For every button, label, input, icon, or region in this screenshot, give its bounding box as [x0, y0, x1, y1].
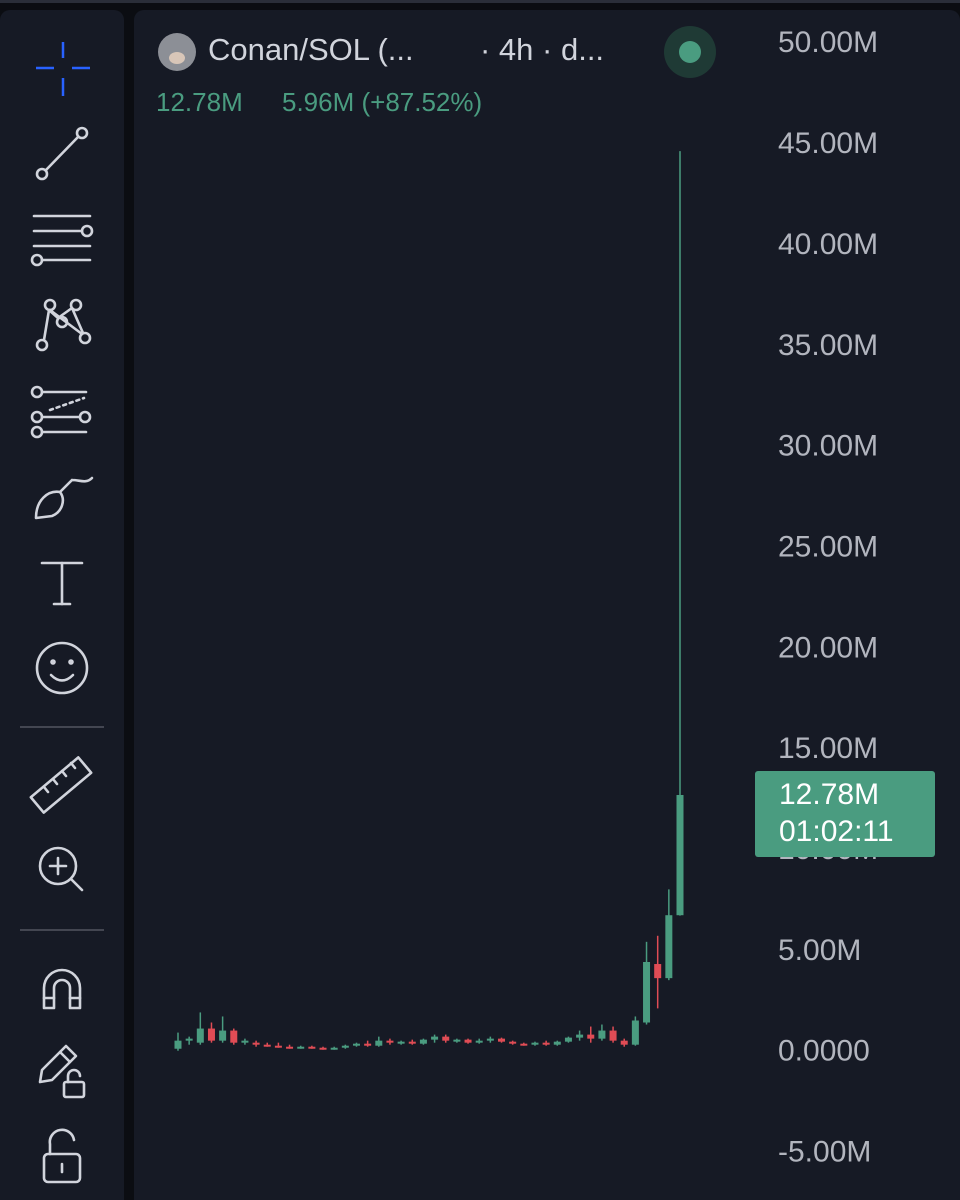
candle-body	[475, 1040, 483, 1043]
lock-drawings-tool[interactable]	[38, 1044, 86, 1099]
candle-body	[352, 1043, 360, 1046]
interval-label[interactable]: · 4h · d...	[480, 32, 604, 67]
candle-body	[553, 1041, 561, 1045]
candle-body	[453, 1039, 461, 1042]
y-tick-label: 35.00M	[778, 329, 878, 362]
candle-body	[274, 1045, 282, 1048]
countdown-label: 01:02:11	[779, 815, 894, 848]
candle-body	[464, 1039, 472, 1043]
candle-body	[631, 1020, 639, 1045]
symbol-title[interactable]: Conan/SOL (...	[208, 32, 414, 67]
last-price-label: 12.78M	[779, 778, 879, 811]
forecast-tool[interactable]	[30, 385, 92, 439]
candle-body	[509, 1041, 517, 1044]
y-tick-label: 0.0000	[778, 1035, 870, 1068]
candle-body	[598, 1030, 606, 1039]
last-price-box	[755, 770, 935, 857]
unlock-tool[interactable]	[42, 1128, 82, 1184]
candle-body	[564, 1037, 572, 1042]
magnet-tool[interactable]	[42, 968, 82, 1010]
candle-body	[498, 1038, 506, 1042]
y-tick-label: -5.00M	[778, 1136, 871, 1169]
last-value: 12.78M	[156, 87, 243, 117]
candle-body	[620, 1040, 628, 1045]
top-border	[0, 0, 960, 3]
pattern-tool[interactable]	[35, 298, 92, 352]
candle-body	[431, 1036, 439, 1040]
text-tool[interactable]	[40, 561, 84, 606]
y-tick-label: 25.00M	[778, 530, 878, 563]
y-tick-label: 5.00M	[778, 934, 861, 967]
candle-body	[263, 1044, 271, 1047]
y-tick-label: 40.00M	[778, 228, 878, 261]
candle-body	[219, 1030, 227, 1041]
candle-body	[185, 1038, 193, 1041]
candle-body	[241, 1040, 249, 1043]
candle-body	[174, 1040, 182, 1049]
brush-tool[interactable]	[34, 476, 94, 520]
y-tick-label: 45.00M	[778, 127, 878, 160]
chart-panel	[134, 10, 960, 1200]
change-value: 5.96M (+87.52%)	[282, 87, 482, 117]
candle-body	[230, 1030, 238, 1043]
candle-body	[576, 1034, 584, 1038]
candle-body	[364, 1043, 372, 1046]
candle-body	[408, 1041, 416, 1044]
candle-body	[319, 1047, 327, 1050]
zoom-tool[interactable]	[38, 846, 84, 892]
status-dot	[679, 41, 701, 63]
candle-body	[531, 1042, 539, 1045]
candle-body	[442, 1036, 450, 1041]
candle-body	[252, 1042, 260, 1045]
candle-body	[386, 1040, 394, 1043]
candle-body	[665, 915, 673, 979]
emoji-tool[interactable]	[35, 641, 89, 695]
candle-body	[308, 1046, 316, 1049]
candle-body	[330, 1047, 338, 1050]
crosshair-tool[interactable]	[36, 42, 90, 96]
ruler-tool[interactable]	[29, 756, 93, 814]
candle-body	[419, 1039, 427, 1044]
y-tick-label: 20.00M	[778, 631, 878, 664]
candle-body	[542, 1042, 550, 1045]
candle-body	[654, 964, 662, 979]
candle-body	[643, 962, 651, 1023]
trend-line-tool[interactable]	[35, 126, 89, 181]
y-tick-label: 15.00M	[778, 732, 878, 765]
candle-body	[207, 1028, 215, 1041]
candle-body	[297, 1046, 305, 1049]
y-tick-label: 50.00M	[778, 26, 878, 59]
candle-body	[286, 1046, 294, 1049]
candle-body	[375, 1040, 383, 1046]
fib-tool[interactable]	[30, 214, 94, 267]
candle-body	[587, 1034, 595, 1039]
candle-body	[196, 1028, 204, 1043]
candle-body	[520, 1043, 528, 1046]
y-tick-label: 30.00M	[778, 430, 878, 463]
candle-body	[609, 1030, 617, 1041]
avatar-snout	[169, 52, 185, 64]
candle-body	[341, 1045, 349, 1048]
candle-body	[397, 1041, 405, 1044]
candle-body	[676, 794, 684, 916]
candle-body	[486, 1038, 494, 1041]
